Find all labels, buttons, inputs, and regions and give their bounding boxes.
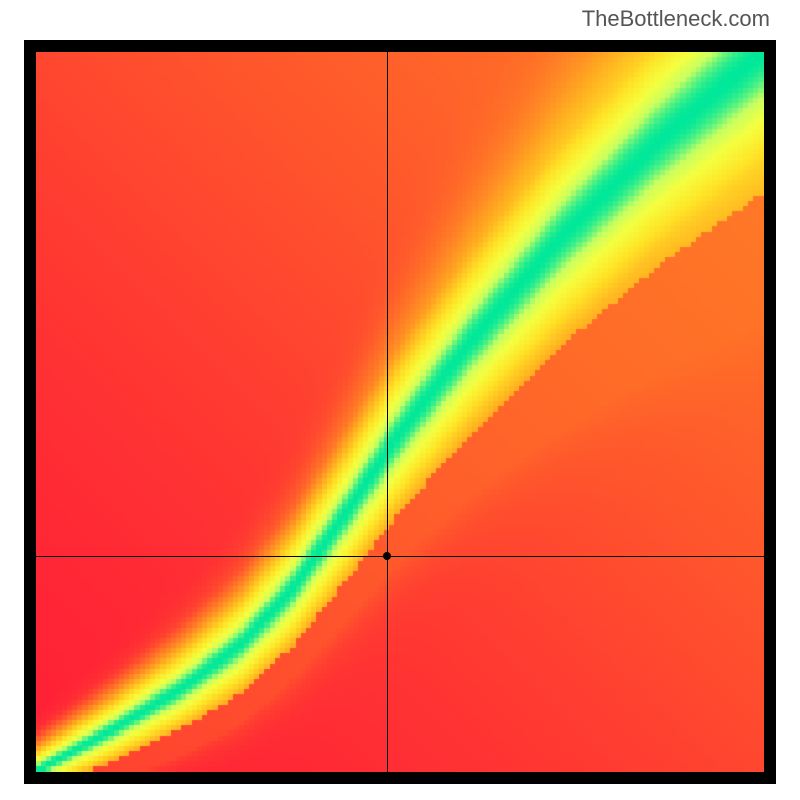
plot-frame [24, 40, 776, 784]
crosshair-horizontal [36, 556, 764, 557]
chart-container: TheBottleneck.com [0, 0, 800, 800]
crosshair-vertical [387, 52, 388, 772]
heatmap-canvas [36, 52, 764, 772]
crosshair-dot [383, 552, 391, 560]
watermark-text: TheBottleneck.com [582, 6, 770, 32]
